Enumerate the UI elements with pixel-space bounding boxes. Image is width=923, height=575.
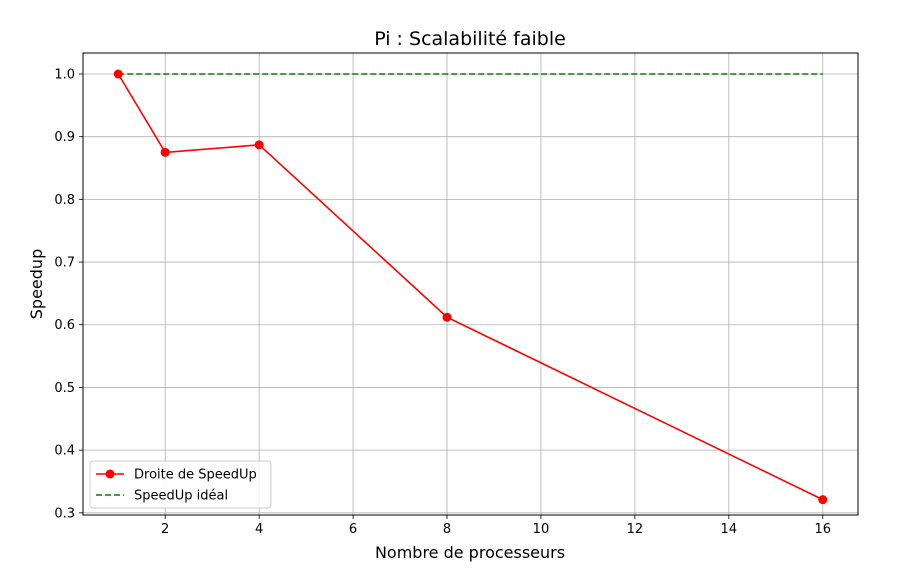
- legend-box: [89, 460, 272, 509]
- x-tick-label: 4: [255, 522, 263, 537]
- x-tick-label: 2: [161, 522, 169, 537]
- y-tick-label: 0.6: [54, 318, 75, 333]
- axis-ticks: 2 4 6 8 10 12 14 16 0.3 0.4 0.5 0.6 0.7 0.8 0.9 1.0: [54, 68, 831, 538]
- legend: Droite de SpeedUp SpeedUp idéal: [89, 460, 272, 509]
- data-point: [818, 495, 828, 505]
- x-tick-label: 8: [443, 522, 451, 537]
- legend-marker: [105, 469, 115, 479]
- x-tick-label: 10: [533, 522, 550, 537]
- series-layer: [113, 69, 828, 505]
- y-tick-label: 0.8: [54, 193, 75, 208]
- data-point: [442, 312, 452, 322]
- series-line-0: [117, 73, 824, 501]
- legend-label-1: SpeedUp idéal: [134, 489, 228, 504]
- x-tick-label: 12: [627, 522, 644, 537]
- y-tick-label: 0.5: [54, 381, 75, 396]
- data-point: [254, 140, 264, 150]
- y-tick-label: 0.4: [54, 444, 75, 459]
- y-tick-label: 0.7: [54, 256, 75, 271]
- y-tick-label: 0.9: [54, 130, 75, 145]
- legend-label-0: Droite de SpeedUp: [134, 468, 257, 483]
- plot-frame: [82, 52, 859, 516]
- data-point: [160, 147, 170, 157]
- chart-title: Pi : Scalabilité faible: [374, 28, 566, 50]
- x-tick-label: 14: [721, 522, 738, 537]
- data-point: [113, 69, 123, 79]
- y-axis-label: Speedup: [27, 249, 46, 319]
- x-axis-label: Nombre de processeurs: [375, 543, 565, 562]
- grid-lines: [83, 53, 858, 515]
- y-tick-label: 0.3: [54, 506, 75, 521]
- y-tick-label: 1.0: [54, 68, 75, 83]
- x-tick-label: 6: [349, 522, 357, 537]
- x-tick-label: 16: [814, 522, 831, 537]
